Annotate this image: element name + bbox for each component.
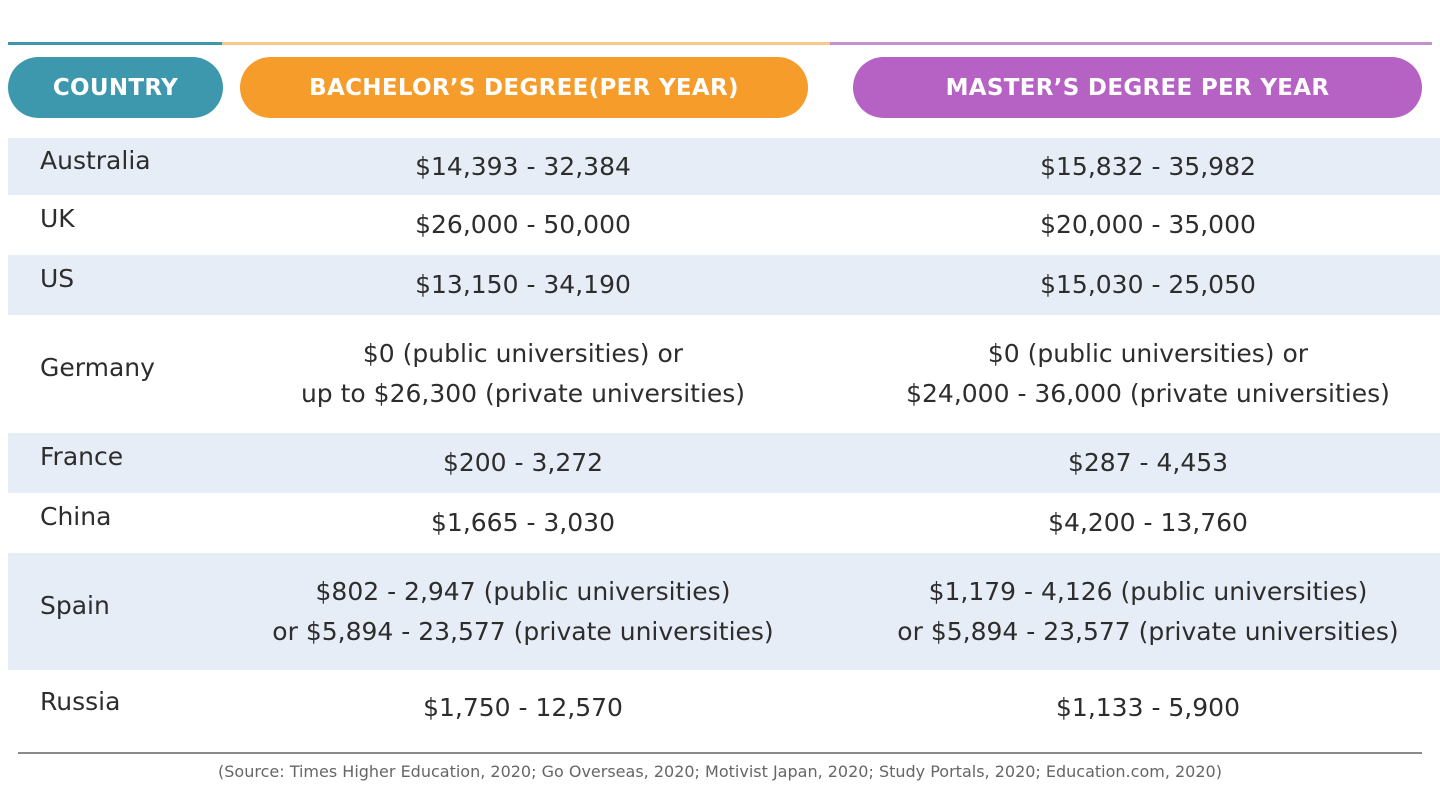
country-cell: Russia xyxy=(40,670,240,745)
table-row: Australia $14,393 - 32,384 $15,832 - 35,98… xyxy=(8,138,1440,195)
table-row: UK $26,000 - 50,000 $20,000 - 35,000 xyxy=(8,195,1440,255)
country-cell: Germany xyxy=(40,315,240,433)
header-master-label: MASTER’S DEGREE PER YEAR xyxy=(945,74,1330,101)
table-row: Germany $0 (public universities) or up to… xyxy=(8,315,1440,433)
country-value: Russia xyxy=(40,686,121,716)
bachelor-cell: $26,000 - 50,000 xyxy=(223,195,823,255)
master-value: $0 (public universities) or $24,000 - 36… xyxy=(906,339,1390,408)
master-cell: $4,200 - 13,760 xyxy=(848,493,1440,553)
table-row: France $200 - 3,272 $287 - 4,453 xyxy=(8,433,1440,493)
country-value: Australia xyxy=(40,145,151,175)
bachelor-cell: $1,750 - 12,570 xyxy=(223,670,823,745)
master-cell: $287 - 4,453 xyxy=(848,433,1440,493)
bachelor-cell: $1,665 - 3,030 xyxy=(223,493,823,553)
master-value: $1,133 - 5,900 xyxy=(1056,692,1240,722)
top-line-bachelor xyxy=(222,42,830,45)
country-value: Spain xyxy=(40,590,110,620)
country-cell: China xyxy=(40,493,240,553)
country-value: China xyxy=(40,502,112,531)
header-country-label: COUNTRY xyxy=(52,74,179,101)
header-master: MASTER’S DEGREE PER YEAR xyxy=(853,57,1422,118)
country-cell: US xyxy=(40,255,240,315)
master-cell: $1,179 - 4,126 (public universities) or … xyxy=(848,553,1440,670)
bachelor-cell: $802 - 2,947 (public universities) or $5… xyxy=(223,553,823,670)
master-value: $4,200 - 13,760 xyxy=(1048,508,1248,537)
bachelor-value: $802 - 2,947 (public universities) or $5… xyxy=(272,576,774,646)
country-cell: France xyxy=(40,433,240,493)
country-cell: Australia xyxy=(40,138,240,195)
top-line-master xyxy=(830,42,1432,45)
master-value: $15,030 - 25,050 xyxy=(1040,270,1256,299)
bachelor-cell: $200 - 3,272 xyxy=(223,433,823,493)
country-value: France xyxy=(40,442,124,471)
country-cell: UK xyxy=(40,195,240,255)
divider xyxy=(18,752,1422,754)
bachelor-cell: $13,150 - 34,190 xyxy=(223,255,823,315)
master-cell: $15,832 - 35,982 xyxy=(848,138,1440,195)
country-cell: Spain xyxy=(40,553,240,670)
table-row: Russia $1,750 - 12,570 $1,133 - 5,900 xyxy=(8,670,1440,745)
master-value: $20,000 - 35,000 xyxy=(1040,210,1256,239)
bachelor-value: $26,000 - 50,000 xyxy=(415,210,631,239)
master-value: $287 - 4,453 xyxy=(1067,448,1229,477)
source-note: (Source: Times Higher Education, 2020; G… xyxy=(218,762,1222,781)
table-row: Spain $802 - 2,947 (public universities) … xyxy=(8,553,1440,670)
table-row: US $13,150 - 34,190 $15,030 - 25,050 xyxy=(8,255,1440,315)
bachelor-value: $1,750 - 12,570 xyxy=(423,692,623,722)
bachelor-value: $1,665 - 3,030 xyxy=(431,508,615,537)
master-value: $1,179 - 4,126 (public universities) or … xyxy=(897,576,1399,646)
country-value: US xyxy=(40,264,75,293)
header-bachelor-label: BACHELOR’S DEGREE(PER YEAR) xyxy=(309,74,739,101)
master-cell: $0 (public universities) or $24,000 - 36… xyxy=(848,315,1440,433)
table-row: China $1,665 - 3,030 $4,200 - 13,760 xyxy=(8,493,1440,553)
bachelor-value: $0 (public universities) or up to $26,30… xyxy=(300,339,746,408)
top-line-country xyxy=(8,42,222,45)
bachelor-value: $200 - 3,272 xyxy=(442,448,604,477)
country-value: Germany xyxy=(40,353,155,382)
master-value: $15,832 - 35,982 xyxy=(1040,151,1256,181)
bachelor-cell: $0 (public universities) or up to $26,30… xyxy=(223,315,823,433)
master-cell: $15,030 - 25,050 xyxy=(848,255,1440,315)
header-country: COUNTRY xyxy=(8,57,223,118)
master-cell: $20,000 - 35,000 xyxy=(848,195,1440,255)
bachelor-value: $14,393 - 32,384 xyxy=(415,151,631,181)
master-cell: $1,133 - 5,900 xyxy=(848,670,1440,745)
bachelor-cell: $14,393 - 32,384 xyxy=(223,138,823,195)
bachelor-value: $13,150 - 34,190 xyxy=(415,270,631,299)
country-value: UK xyxy=(40,204,75,233)
header-bachelor: BACHELOR’S DEGREE(PER YEAR) xyxy=(240,57,808,118)
